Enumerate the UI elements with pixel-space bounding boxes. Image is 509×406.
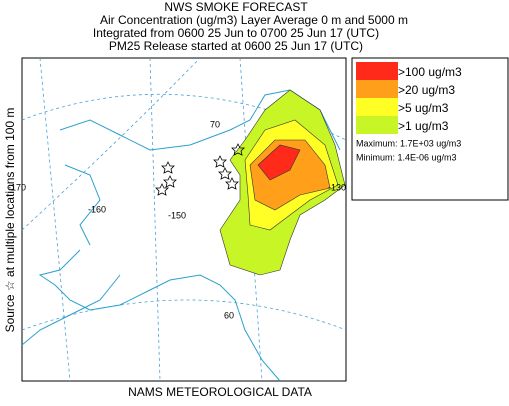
- subtitle: Integrated from 0600 25 Jun to 0700 25 J…: [93, 26, 379, 40]
- legend: Maximum: 1.7E+03 ug/m3 Minimum: 1.4E-06 …: [351, 57, 509, 201]
- legend-label: >5 ug/m3: [398, 101, 449, 115]
- legend-swatch: [356, 62, 398, 80]
- side-label: Source ☆ at multiple locations from 100 …: [3, 108, 17, 333]
- title: NWS SMOKE FORECAST: [164, 0, 308, 14]
- graticule: [21, 57, 201, 231]
- coastline: [21, 89, 341, 382]
- subtitle: PM25 Release started at 0600 25 Jun 17 (…: [109, 39, 363, 53]
- legend-label: >20 ug/m3: [398, 83, 455, 97]
- lon-label: -160: [88, 204, 106, 214]
- graticule: [21, 93, 347, 141]
- subtitle: Air Concentration (ug/m3) Layer Average …: [100, 13, 408, 27]
- legend-max: Maximum: 1.7E+03 ug/m3: [356, 138, 461, 148]
- graticule: [21, 299, 347, 331]
- legend-swatch: [356, 98, 398, 116]
- footer: NAMS METEOROLOGICAL DATA: [128, 385, 312, 399]
- lon-label: -130: [328, 182, 346, 192]
- legend-swatch: [356, 80, 398, 98]
- lat-label: 60: [224, 310, 234, 320]
- source-markers: [155, 143, 245, 196]
- legend-min: Minimum: 1.4E-06 ug/m3: [356, 152, 457, 162]
- legend-label: >100 ug/m3: [398, 65, 462, 79]
- legend-swatch: [356, 116, 398, 134]
- lat-label: 70: [210, 119, 220, 129]
- map: 70 -170 -160 -150 60 -130: [8, 57, 347, 382]
- graticule: [39, 57, 71, 382]
- legend-label: >1 ug/m3: [398, 119, 449, 133]
- lon-label: -150: [168, 210, 186, 220]
- lon-label: -170: [8, 182, 26, 192]
- plume: [257, 144, 301, 181]
